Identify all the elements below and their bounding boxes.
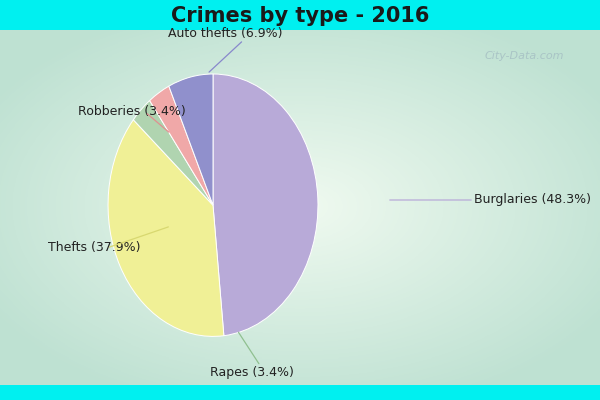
Text: Auto thefts (6.9%): Auto thefts (6.9%) (168, 27, 283, 40)
Wedge shape (108, 120, 224, 336)
Wedge shape (169, 74, 213, 205)
Text: Rapes (3.4%): Rapes (3.4%) (210, 366, 294, 379)
Text: Crimes by type - 2016: Crimes by type - 2016 (171, 6, 429, 26)
Wedge shape (213, 74, 318, 336)
Text: Robberies (3.4%): Robberies (3.4%) (78, 106, 186, 118)
Text: Burglaries (48.3%): Burglaries (48.3%) (474, 194, 591, 206)
Wedge shape (149, 86, 213, 205)
Text: Thefts (37.9%): Thefts (37.9%) (48, 242, 140, 254)
Wedge shape (133, 100, 213, 205)
Text: City-Data.com: City-Data.com (485, 51, 564, 61)
